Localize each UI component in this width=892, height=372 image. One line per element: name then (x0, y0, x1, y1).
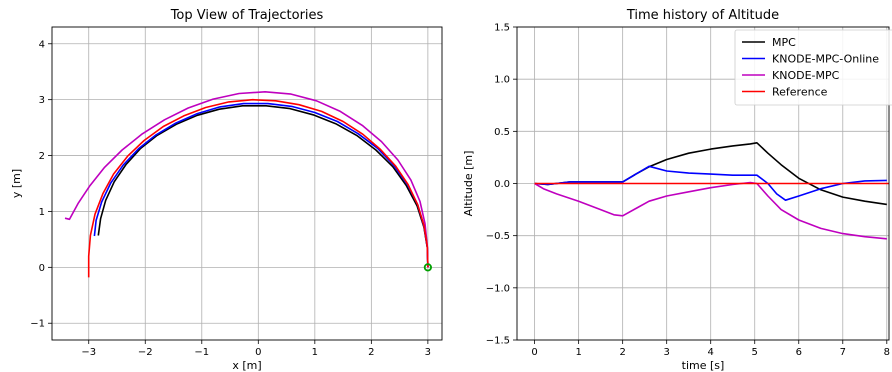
start-marker (423, 263, 432, 272)
series-line-knode-mpc (64, 91, 429, 268)
y-tick-label: 0 (39, 263, 45, 274)
x-tick-label: 5 (752, 347, 758, 358)
x-tick-label: −2 (138, 347, 153, 358)
y-tick-label: 1.5 (494, 23, 510, 34)
legend-entry: KNODE-MPC (772, 69, 840, 82)
series-group (534, 142, 889, 240)
x-tick-label: 3 (425, 347, 431, 358)
y-tick-label: 1 (39, 207, 45, 218)
trajectory-plot: −3 −2 −1 0 1 2 3 −1 0 1 2 3 4 Top View of Trajectorie… (10, 8, 443, 372)
x-tick-label: 2 (368, 347, 374, 358)
y-tick-label: 2 (39, 151, 45, 162)
series-group (64, 91, 429, 278)
series-line-knode-mpc-online (93, 102, 429, 268)
y-tick-label: 0.5 (494, 127, 510, 138)
legend-entry: KNODE-MPC-Online (772, 53, 879, 66)
y-tick-label: −1 (30, 319, 45, 330)
x-tick-label: 0 (531, 347, 537, 358)
legend: MPC KNODE-MPC-Online KNODE-MPC Reference (734, 29, 892, 106)
chart-title: Top View of Trajectories (170, 8, 324, 23)
y-tick-label: 4 (39, 39, 45, 50)
x-tick-label: 2 (619, 347, 625, 358)
series-line-reference (87, 98, 429, 278)
x-tick-label: 8 (884, 347, 890, 358)
y-tick-label: 0.0 (494, 179, 510, 190)
x-tick-label: 1 (575, 347, 581, 358)
y-tick-label: 1.0 (494, 75, 510, 86)
y-tick-label: −1.0 (486, 283, 510, 294)
x-tick-label: 3 (663, 347, 669, 358)
x-axis-label: time [s] (682, 359, 725, 372)
x-tick-label: 4 (708, 347, 714, 358)
x-tick-label: 7 (840, 347, 846, 358)
y-axis-label: Altitude [m] (462, 151, 475, 217)
x-axis-label: x [m] (232, 359, 261, 372)
legend-entry: MPC (772, 36, 796, 49)
plot-frame (51, 26, 443, 341)
x-tick-label: 6 (796, 347, 802, 358)
x-tick-label: −1 (194, 347, 209, 358)
y-axis-label: y [m] (10, 169, 23, 198)
series-line-mpc (97, 105, 429, 268)
y-tick-label: −0.5 (486, 231, 510, 242)
x-tick-label: 1 (312, 347, 318, 358)
series-line-knode-mpc-online (534, 165, 887, 201)
y-tick-label: −1.5 (486, 336, 510, 347)
x-tick-label: 0 (255, 347, 261, 358)
series-line-knode-mpc (534, 181, 887, 240)
chart-title: Time history of Altitude (626, 8, 779, 23)
altitude-plot: 0 1 2 3 4 5 6 7 8 −1.5 −1.0 −0.5 0.0 0.5 1.0 1.5 Time hi… (462, 8, 892, 372)
y-tick-label: 3 (39, 95, 45, 106)
legend-box (734, 29, 892, 106)
x-tick-label: −3 (81, 347, 96, 358)
legend-entry: Reference (772, 86, 828, 99)
